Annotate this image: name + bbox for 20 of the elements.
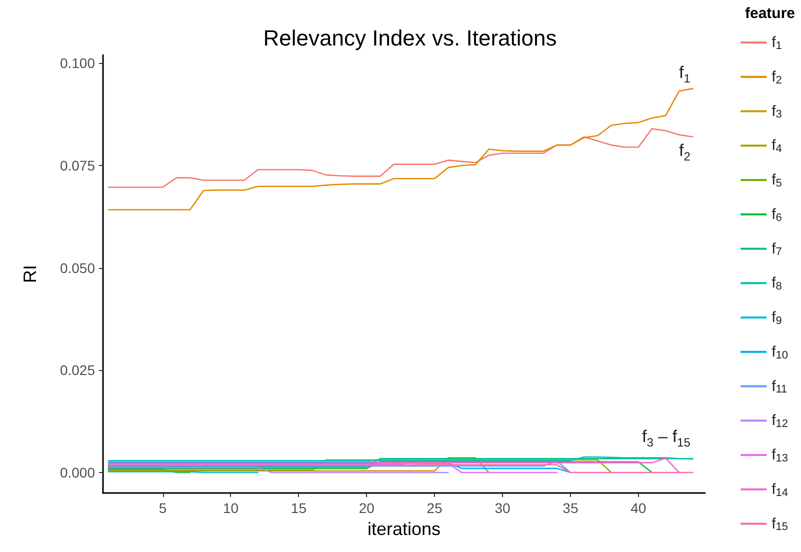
annotation: f$_{1}$ bbox=[679, 63, 690, 86]
y-axis-title: RI bbox=[20, 265, 40, 283]
x-tick-label: 30 bbox=[494, 500, 511, 516]
x-tick-label: 15 bbox=[290, 500, 307, 516]
legend-title: feature bbox=[744, 5, 796, 22]
annotation: f$_{3}$ – f$_{15}$ bbox=[642, 427, 690, 450]
x-tick-label: 25 bbox=[426, 500, 443, 516]
x-tick-label: 10 bbox=[222, 500, 239, 516]
y-tick-label: 0.025 bbox=[60, 362, 96, 378]
x-tick-label: 5 bbox=[158, 500, 167, 516]
annotation: f$_{2}$ bbox=[679, 141, 690, 164]
x-tick-label: 20 bbox=[358, 500, 375, 516]
y-tick-label: 0.075 bbox=[60, 158, 96, 174]
x-axis-title: iterations bbox=[367, 518, 441, 539]
x-tick-label: 40 bbox=[630, 500, 646, 516]
x-tick-label: 35 bbox=[562, 500, 578, 516]
y-tick-label: 0.100 bbox=[60, 55, 96, 72]
chart-title: Relevancy Index vs. Iterations bbox=[263, 26, 557, 50]
y-tick-label: 0.000 bbox=[60, 464, 96, 481]
y-tick-label: 0.050 bbox=[60, 260, 96, 276]
